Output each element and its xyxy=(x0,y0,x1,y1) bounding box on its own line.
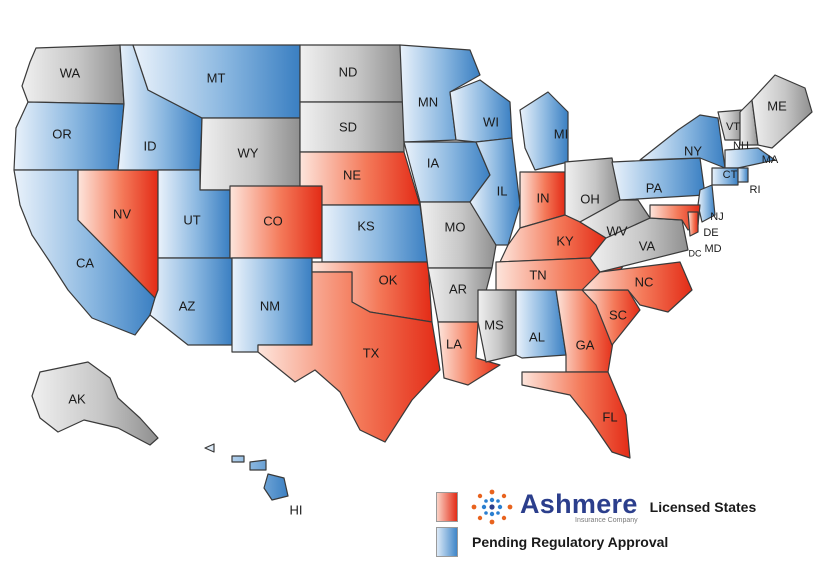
state-label-ia: IA xyxy=(427,155,440,170)
state-label-id: ID xyxy=(144,138,157,153)
state-wv xyxy=(579,199,651,239)
state-label-ks: KS xyxy=(357,218,375,233)
state-label-ut: UT xyxy=(183,212,200,227)
state-label-mi: MI xyxy=(554,126,568,141)
state-label-sd: SD xyxy=(339,119,357,134)
state-label-me: ME xyxy=(767,98,787,113)
state-label-oh: OH xyxy=(580,191,600,206)
state-label-ca: CA xyxy=(76,255,94,270)
state-label-nd: ND xyxy=(339,64,358,79)
pending-label: Pending Regulatory Approval xyxy=(472,534,669,550)
brand-name: Ashmere xyxy=(520,489,638,519)
state-label-md: MD xyxy=(704,243,721,255)
state-label-wi: WI xyxy=(483,114,499,129)
state-label-dc: DC xyxy=(689,248,702,258)
state-ma xyxy=(724,147,776,169)
state-nc xyxy=(581,261,693,313)
state-label-al: AL xyxy=(529,329,545,344)
state-label-az: AZ xyxy=(179,298,196,313)
state-label-ms: MS xyxy=(484,317,504,332)
state-de xyxy=(687,211,699,237)
state-label-ok: OK xyxy=(379,272,398,287)
state-label-fl: FL xyxy=(602,409,617,424)
state-label-wa: WA xyxy=(60,65,81,80)
state-ct xyxy=(711,167,739,186)
state-label-mn: MN xyxy=(418,94,438,109)
state-wi xyxy=(449,79,513,143)
ashmere-logo-icon xyxy=(471,489,513,525)
licensed-swatch xyxy=(436,492,458,522)
state-ks xyxy=(321,204,429,263)
state-label-mt: MT xyxy=(207,70,226,85)
state-label-ky: KY xyxy=(556,233,574,248)
state-label-ri: RI xyxy=(750,184,761,196)
state-ny xyxy=(639,114,726,169)
state-label-vt: VT xyxy=(726,121,740,133)
state-ms xyxy=(477,289,517,363)
state-label-de: DE xyxy=(703,227,718,239)
state-ri xyxy=(737,167,749,183)
legend-licensed: Ashmere Insurance Company Licensed State… xyxy=(436,486,756,528)
state-label-la: LA xyxy=(446,336,462,351)
brand-subtitle: Insurance Company xyxy=(575,517,638,524)
state-ak xyxy=(31,361,159,446)
state-fl xyxy=(521,371,631,459)
state-mo xyxy=(419,201,497,269)
state-label-tx: TX xyxy=(363,345,380,360)
state-label-hi: HI xyxy=(290,502,303,517)
state-label-nv: NV xyxy=(113,206,131,221)
state-label-wv: WV xyxy=(607,223,628,238)
pending-swatch xyxy=(436,527,458,557)
state-label-ny: NY xyxy=(684,143,702,158)
state-tx xyxy=(257,271,441,443)
state-label-il: IL xyxy=(497,183,508,198)
state-al xyxy=(515,289,567,359)
legend-pending: Pending Regulatory Approval xyxy=(436,527,668,557)
state-label-nj: NJ xyxy=(710,211,723,223)
state-label-wy: WY xyxy=(238,145,259,160)
state-label-co: CO xyxy=(263,213,283,228)
state-label-sc: SC xyxy=(609,307,627,322)
state-label-mo: MO xyxy=(445,219,466,234)
ashmere-logo: Ashmere Insurance Company xyxy=(468,486,638,528)
state-label-or: OR xyxy=(52,126,72,141)
state-label-ct: CT xyxy=(723,169,738,181)
state-label-nm: NM xyxy=(260,298,280,313)
state-label-ma: MA xyxy=(762,154,779,166)
state-label-va: VA xyxy=(639,238,656,253)
state-label-ne: NE xyxy=(343,167,361,182)
state-label-nc: NC xyxy=(635,274,654,289)
state-il xyxy=(469,137,521,246)
state-nj xyxy=(697,184,716,223)
state-hi xyxy=(204,443,289,501)
state-md xyxy=(649,204,701,231)
state-label-nh: NH xyxy=(733,140,749,152)
state-label-ga: GA xyxy=(576,337,595,352)
state-label-tn: TN xyxy=(529,267,546,282)
state-me xyxy=(751,74,813,149)
state-label-in: IN xyxy=(537,190,550,205)
state-label-pa: PA xyxy=(646,180,663,195)
licensed-label: Licensed States xyxy=(649,499,757,515)
state-label-ak: AK xyxy=(68,391,86,406)
state-label-ar: AR xyxy=(449,281,467,296)
